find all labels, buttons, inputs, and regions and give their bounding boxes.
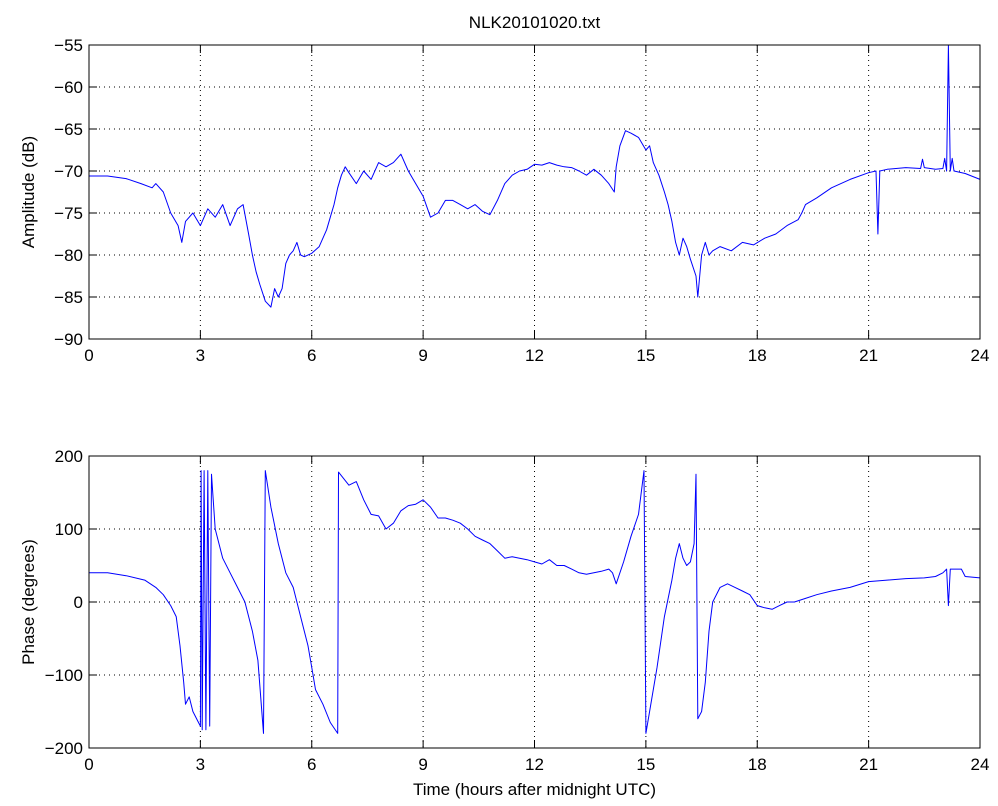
x-tick-label: 9: [418, 755, 427, 774]
x-tick-label: 24: [971, 755, 990, 774]
x-tick-label: 24: [971, 346, 990, 365]
x-tick-label: 18: [748, 755, 767, 774]
x-tick-label: 6: [307, 346, 316, 365]
y-tick-label: −80: [54, 246, 83, 265]
series-line-1: [89, 44, 981, 308]
y-axis-label: Phase (degrees): [19, 539, 38, 665]
grid: [89, 456, 980, 748]
subplot-1: 0 3 6 9 12 15 18 21 24 −90 −85 −80 −75 −70 −65 −60 −55 NL…: [19, 13, 989, 365]
grid: [89, 45, 980, 339]
x-tick-label: 21: [859, 346, 878, 365]
y-axis-label: Amplitude (dB): [19, 136, 38, 248]
y-tick-label: −200: [45, 739, 83, 758]
x-tick-label: 3: [196, 755, 205, 774]
axes-box: [88, 44, 981, 340]
y-tick-label: 100: [55, 520, 83, 539]
x-tick-label: 18: [748, 346, 767, 365]
y-tick-label: −85: [54, 288, 83, 307]
x-tick-label: 12: [525, 755, 544, 774]
y-tick-label: 0: [74, 593, 83, 612]
y-tick-label: 200: [55, 447, 83, 466]
x-tick-label: 12: [525, 346, 544, 365]
x-tick-label: 15: [636, 346, 655, 365]
x-tick-label: 0: [84, 755, 93, 774]
y-tick-label: −70: [54, 162, 83, 181]
y-tick-label: −100: [45, 666, 83, 685]
y-tick-label: −55: [54, 36, 83, 55]
x-tick-label: 6: [307, 755, 316, 774]
chart-title: NLK20101020.txt: [469, 13, 601, 32]
y-tick-label: −60: [54, 78, 83, 97]
x-axis-label: Time (hours after midnight UTC): [413, 780, 656, 799]
x-tick-label: 9: [418, 346, 427, 365]
x-tick-label: 0: [84, 346, 93, 365]
y-tick-label: −65: [54, 120, 83, 139]
subplot-2: 0 3 6 9 12 15 18 21 24 −200 −100 0 100 200 Time (hours…: [19, 447, 989, 799]
y-tick-label: −75: [54, 204, 83, 223]
x-tick-label: 3: [196, 346, 205, 365]
x-tick-label: 21: [859, 755, 878, 774]
x-tick-label: 15: [636, 755, 655, 774]
y-tick-label: −90: [54, 330, 83, 349]
series-line-1: [89, 470, 981, 734]
